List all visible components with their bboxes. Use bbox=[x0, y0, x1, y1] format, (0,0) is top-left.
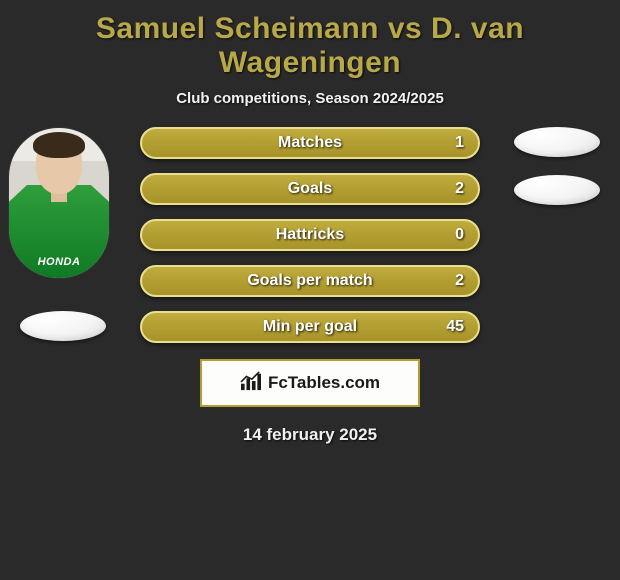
page-subtitle: Club competitions, Season 2024/2025 bbox=[0, 84, 620, 125]
left-country-bubble bbox=[20, 311, 106, 341]
right-country-bubble-1 bbox=[514, 127, 600, 157]
right-country-bubble-2 bbox=[514, 175, 600, 205]
stat-label: Min per goal bbox=[263, 318, 357, 336]
stat-label: Goals per match bbox=[247, 272, 372, 290]
stat-value: 2 bbox=[455, 175, 464, 203]
stat-value: 1 bbox=[455, 129, 464, 157]
brand-badge: FcTables.com bbox=[200, 359, 420, 407]
footer-date: 14 february 2025 bbox=[0, 407, 620, 445]
stat-value: 2 bbox=[455, 267, 464, 295]
stat-bar: Hattricks 0 bbox=[140, 219, 480, 251]
stats-area: HONDA Matches 1 Goals 2 Hattricks 0 Goal… bbox=[0, 125, 620, 343]
stat-bar: Goals 2 bbox=[140, 173, 480, 205]
bar-chart-icon bbox=[240, 371, 262, 396]
stat-bar: Matches 1 bbox=[140, 127, 480, 159]
stat-label: Goals bbox=[288, 180, 332, 198]
page-title: Samuel Scheimann vs D. van Wageningen bbox=[0, 0, 620, 84]
stat-value: 0 bbox=[455, 221, 464, 249]
stat-label: Hattricks bbox=[276, 226, 344, 244]
player-left-avatar: HONDA bbox=[8, 127, 110, 279]
stat-bar: Goals per match 2 bbox=[140, 265, 480, 297]
stat-bar: Min per goal 45 bbox=[140, 311, 480, 343]
stat-label: Matches bbox=[278, 134, 342, 152]
jersey-sponsor: HONDA bbox=[9, 256, 109, 268]
stat-value: 45 bbox=[446, 313, 464, 341]
brand-text: FcTables.com bbox=[268, 373, 380, 393]
